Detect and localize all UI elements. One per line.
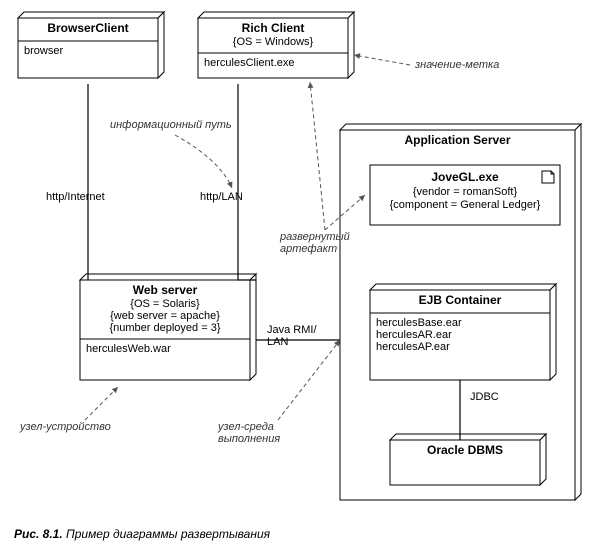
edge-label: http/Internet — [46, 191, 105, 203]
node-tag: {number deployed = 3} — [109, 322, 220, 334]
artifact: herculesAP.ear — [376, 341, 450, 353]
node-tag: {OS = Solaris} — [130, 298, 200, 310]
component-tag: {component = General Ledger} — [390, 199, 541, 211]
edge-e3: Java RMI/LAN — [256, 324, 340, 348]
component-joveGL: JoveGL.exe {vendor = romanSoft}{component… — [370, 165, 560, 225]
edge-e2: http/LAN — [200, 84, 256, 280]
annotation-label: выполнения — [218, 433, 280, 445]
annotation-label: артефакт — [280, 243, 337, 255]
node-title: Rich Client — [242, 21, 305, 35]
node-title: Web server — [133, 283, 198, 297]
node-richClient: Rich Client{OS = Windows} herculesClient.… — [198, 12, 354, 78]
node-title: BrowserClient — [47, 21, 128, 35]
artifact: herculesAR.ear — [376, 329, 452, 341]
node-browserClient: BrowserClient browser — [18, 12, 164, 78]
node-tag: {OS = Windows} — [233, 36, 314, 48]
node-title: Application Server — [404, 133, 510, 147]
node-ejb: EJB Container herculesBase.earherculesAR.… — [370, 284, 556, 380]
artifact: browser — [24, 45, 63, 57]
artifact: herculesClient.exe — [204, 57, 295, 69]
edge-e1: http/Internet — [46, 84, 105, 280]
annotation-a6 — [310, 82, 325, 230]
annotation-label: развернутый — [279, 231, 350, 243]
annotation-label: значение-метка — [414, 59, 499, 71]
annotation-a4: узел-устройство — [19, 387, 118, 433]
node-oracle: Oracle DBMS — [390, 434, 546, 485]
node-webServer: Web server{OS = Solaris}{web server = ap… — [80, 274, 256, 380]
node-title: Oracle DBMS — [427, 443, 503, 457]
node-title: EJB Container — [419, 293, 502, 307]
annotation-a1: значение-метка — [354, 55, 499, 71]
annotation-label: узел-устройство — [19, 421, 111, 433]
artifact: herculesWeb.war — [86, 343, 171, 355]
annotation-label: информационный путь — [110, 119, 232, 131]
figure-caption: Рис. 8.1. Пример диаграммы развертывания — [14, 527, 271, 541]
edge-label: Java RMI/ — [267, 324, 317, 336]
artifact: herculesBase.ear — [376, 317, 462, 329]
component-tag: {vendor = romanSoft} — [413, 186, 518, 198]
edge-label: http/LAN — [200, 191, 243, 203]
annotation-label: узел-среда — [217, 421, 274, 433]
annotation-a2: информационный путь — [110, 119, 232, 188]
edge-label: LAN — [267, 336, 288, 348]
edge-label: JDBC — [470, 391, 499, 403]
component-title: JoveGL.exe — [431, 170, 499, 184]
node-tag: {web server = apache} — [110, 310, 220, 322]
